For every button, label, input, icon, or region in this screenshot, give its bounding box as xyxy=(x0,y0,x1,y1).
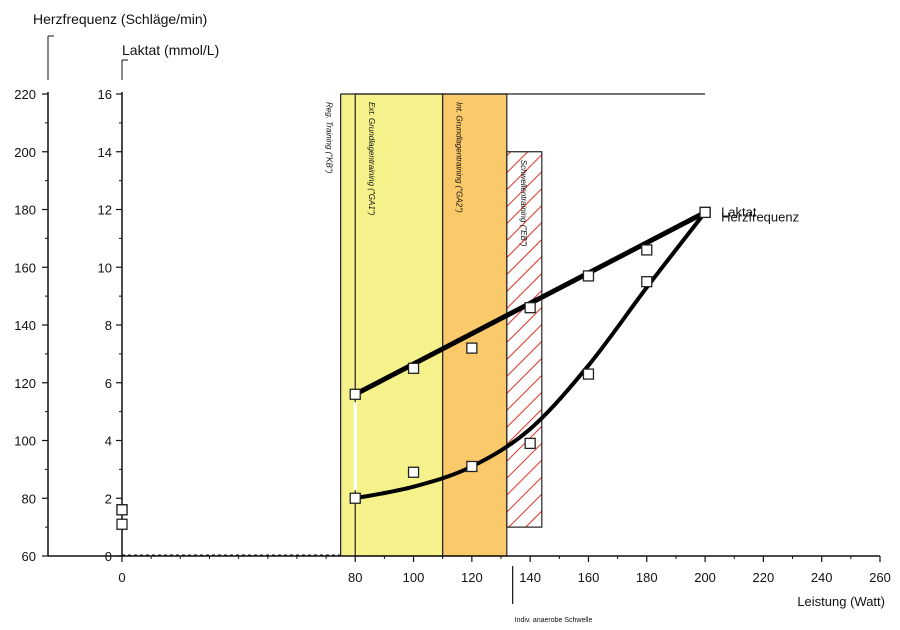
lactate-tick-label: 16 xyxy=(98,87,112,102)
hr-tick-label: 220 xyxy=(14,87,36,102)
series xyxy=(116,206,711,556)
lactate-line xyxy=(354,211,707,501)
lactate-tick-label: 14 xyxy=(98,145,112,160)
hr-tick-label: 180 xyxy=(14,203,36,218)
hr-axis-title: Herzfrequenz (Schläge/min) xyxy=(33,11,207,27)
x-tick-label: 100 xyxy=(403,570,425,585)
zone-ga2-area xyxy=(442,93,508,557)
heart-rate-point xyxy=(641,244,653,256)
lactate-point xyxy=(466,460,478,473)
lactate-tick-label: 6 xyxy=(105,376,112,391)
heart-rate-point xyxy=(407,362,420,374)
lactate-tick-label: 12 xyxy=(98,203,112,218)
hr-tick-label: 120 xyxy=(14,376,36,391)
labels: Reg. Training ("KB") Ext. Grundlagentrain… xyxy=(325,102,799,624)
x-tick-label: 0 xyxy=(118,570,125,585)
threshold-label: Indiv. anaerobe Schwelle xyxy=(515,617,593,624)
zone-kb-label: Reg. Training ("KB") xyxy=(325,102,334,174)
x-tick-label: 160 xyxy=(578,570,600,585)
lactate-series-label: Laktat xyxy=(721,204,757,219)
heart-rate-point xyxy=(349,388,361,400)
heart-rate-point xyxy=(582,270,595,282)
zone-eb-area xyxy=(506,151,543,528)
lactate-point xyxy=(524,437,536,450)
training-zones xyxy=(340,93,706,557)
extra-point xyxy=(116,518,128,530)
x-tick-label: 120 xyxy=(461,570,483,585)
lactate-tick-label: 0 xyxy=(105,549,112,564)
hr-tick-label: 200 xyxy=(14,145,36,160)
x-tick-label: 220 xyxy=(753,570,775,585)
lactate-point xyxy=(699,206,711,219)
heart-rate-point xyxy=(466,342,478,354)
lactate-point xyxy=(641,276,653,288)
zone-ga1-label: Ext. Grundlagentraining ("GA1") xyxy=(367,102,376,216)
x-tick-label: 200 xyxy=(694,570,716,585)
lactate-tick-label: 10 xyxy=(98,260,112,275)
hr-tick-label: 60 xyxy=(22,549,36,564)
lactate-tick-label: 4 xyxy=(105,434,112,449)
x-tick-label: 80 xyxy=(348,570,362,585)
x-tick-label: 240 xyxy=(811,570,833,585)
hr-tick-label: 80 xyxy=(22,491,36,506)
x-tick-label: 140 xyxy=(519,570,541,585)
lactate-point xyxy=(407,466,420,478)
x-tick-label: 260 xyxy=(869,570,891,585)
lactate-point xyxy=(582,368,595,380)
lactate-tick-label: 8 xyxy=(105,318,112,333)
zone-eb-label: Schwellentraining ("EB") xyxy=(519,160,528,247)
x-tick-label: 180 xyxy=(636,570,658,585)
lactate-point xyxy=(349,492,361,504)
lactate-tick-label: 2 xyxy=(105,491,112,506)
hr-tick-label: 100 xyxy=(14,434,36,449)
zone-ga2-label: Int. Grundlagentraining ("GA2") xyxy=(455,102,464,213)
hr-tick-label: 140 xyxy=(14,318,36,333)
hr-tick-label: 160 xyxy=(14,260,36,275)
zone-kb-area xyxy=(340,94,356,556)
x-axis-title: Leistung (Watt) xyxy=(797,594,885,609)
heart-rate-point xyxy=(524,302,536,314)
lactate-axis-title: Laktat (mmol/L) xyxy=(122,42,219,58)
lactate-point xyxy=(116,504,128,516)
heart-rate-series-label: Herzfrequenz xyxy=(721,209,799,224)
